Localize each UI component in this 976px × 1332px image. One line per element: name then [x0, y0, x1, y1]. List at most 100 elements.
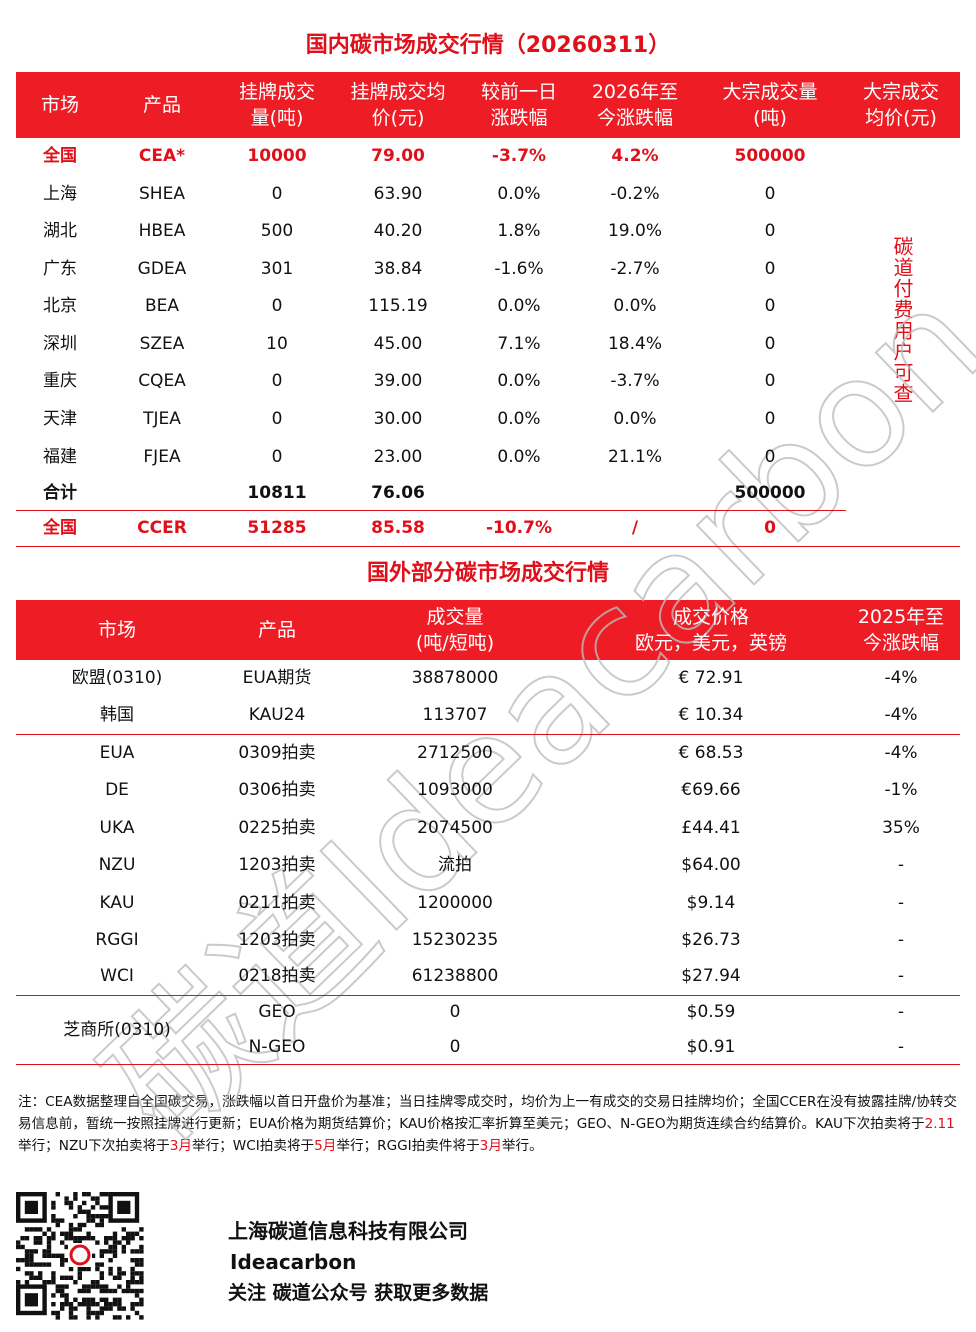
qr-module — [104, 1302, 109, 1307]
qr-module — [130, 1288, 135, 1294]
qr-module — [29, 1249, 34, 1254]
foreign-cell: 0309拍卖 — [238, 743, 316, 763]
qr-module — [42, 1253, 47, 1258]
qr-module — [108, 1249, 113, 1254]
qr-module — [139, 1302, 144, 1307]
qr-module — [95, 1266, 100, 1272]
qr-module — [86, 1310, 91, 1316]
domestic-cell: 0.0% — [497, 447, 541, 467]
qr-module — [130, 1231, 135, 1236]
qr-module — [86, 1288, 91, 1294]
domestic-cell: 4.2% — [611, 146, 659, 166]
qr-module — [99, 1306, 104, 1311]
foreign-cell: UKA — [99, 818, 135, 838]
foreign-cell: 35% — [882, 818, 920, 838]
qr-module — [24, 1280, 30, 1285]
qr-module — [24, 1200, 38, 1214]
qr-module — [90, 1253, 96, 1258]
foreign-cell: 韩国 — [100, 705, 134, 725]
qr-module — [55, 1315, 60, 1320]
foreign-cell: 1203拍卖 — [238, 855, 316, 875]
qr-module — [117, 1284, 122, 1289]
qr-module — [68, 1266, 74, 1272]
foreign-cell: 1200000 — [417, 893, 493, 913]
foreign-cell: $9.14 — [686, 893, 736, 913]
domestic-cell: BEA — [144, 296, 180, 316]
foreign-cell: - — [897, 855, 905, 875]
qr-module — [82, 1288, 87, 1294]
qr-module — [68, 1275, 74, 1280]
qr-module — [104, 1297, 109, 1302]
foreign-cell: EUA — [99, 743, 135, 763]
foreign-header: 产品 — [257, 619, 296, 641]
qr-module — [112, 1231, 118, 1236]
qr-module — [99, 1284, 104, 1289]
qr-module — [121, 1236, 126, 1241]
domestic-cell: -3.7% — [610, 371, 660, 391]
qr-module — [104, 1240, 109, 1245]
qr-module — [99, 1222, 104, 1228]
foreign-cell: 0218拍卖 — [238, 966, 316, 986]
domestic-cell: 湖北 — [43, 221, 77, 241]
qr-module — [139, 1227, 144, 1232]
foreign-cell: 61238800 — [411, 966, 499, 986]
domestic-cell: -1.6% — [494, 259, 544, 279]
qr-module — [134, 1280, 140, 1285]
qr-module — [90, 1302, 96, 1307]
foreign-cell: -4% — [884, 743, 918, 763]
foreign-header: 欧元，美元，英镑 — [634, 632, 787, 654]
qr-module — [29, 1262, 34, 1267]
qr-module — [73, 1280, 78, 1285]
qr-module — [16, 1240, 21, 1245]
qr-module — [86, 1306, 91, 1311]
qr-module — [112, 1236, 118, 1241]
qr-module — [95, 1284, 100, 1289]
qr-module — [33, 1240, 38, 1245]
qr-module — [95, 1196, 100, 1201]
qr-module — [130, 1302, 135, 1307]
domestic-cell: 0 — [271, 409, 283, 429]
qr-module — [42, 1231, 47, 1236]
qr-module — [64, 1236, 69, 1241]
domestic-cell: 0 — [764, 334, 776, 354]
qr-module — [73, 1214, 78, 1219]
domestic-cell: 500000 — [734, 146, 806, 166]
domestic-cell: 重庆 — [43, 371, 77, 391]
qr-module — [99, 1214, 104, 1219]
qr-module — [68, 1205, 74, 1210]
qr-module — [55, 1310, 60, 1316]
qr-module — [108, 1244, 113, 1250]
domestic-cell: 0 — [764, 259, 776, 279]
qr-module — [24, 1249, 30, 1254]
qr-module — [24, 1236, 30, 1241]
domestic-cell: TJEA — [143, 409, 181, 429]
qr-module — [77, 1227, 82, 1232]
qr-logo — [69, 1244, 91, 1266]
qr-module — [139, 1271, 144, 1276]
note: 注：CEA数据整理自全国碳交易，涨跌幅以首日开盘价为基准；当日挂牌零成交时，均价… — [18, 1091, 960, 1157]
foreign-header: (吨/短吨) — [415, 632, 495, 654]
foreign-header-band — [16, 600, 960, 660]
qr-module — [51, 1310, 56, 1316]
qr-module — [126, 1236, 131, 1241]
qr-module — [77, 1240, 82, 1245]
domestic-cell: 79.00 — [371, 146, 425, 166]
qr-module — [104, 1288, 109, 1294]
domestic-header: 今涨跌幅 — [596, 107, 673, 129]
foreign-cell: 2074500 — [417, 818, 493, 838]
qr-module — [46, 1280, 52, 1285]
foreign-rule — [16, 995, 960, 996]
qr-module — [60, 1288, 65, 1294]
domestic-cell: 0 — [271, 296, 283, 316]
qr-module — [20, 1244, 25, 1250]
qr-module — [64, 1275, 69, 1280]
qr-module — [51, 1236, 56, 1241]
qr-module — [51, 1271, 56, 1276]
foreign-cell: -4% — [884, 668, 918, 688]
qr-module — [38, 1236, 43, 1241]
qr-module — [82, 1266, 87, 1272]
qr-module — [134, 1310, 140, 1316]
domestic-cell: CEA* — [138, 146, 186, 166]
foreign-cell: - — [897, 930, 905, 950]
